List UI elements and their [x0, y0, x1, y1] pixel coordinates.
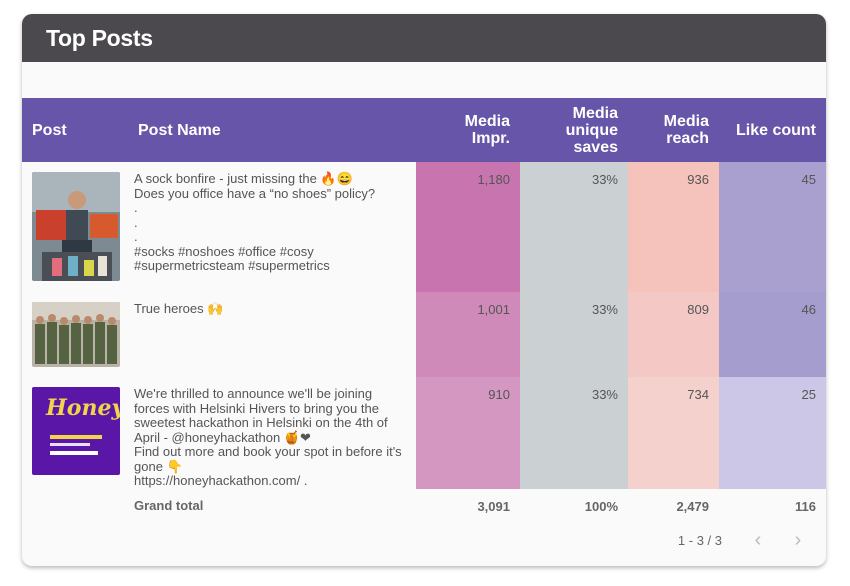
grand-total-label: Grand total — [134, 498, 204, 513]
total-like-count: 116 — [795, 499, 816, 514]
media-reach-cell: 734 — [628, 377, 719, 489]
media-unique-saves-cell: 33% — [520, 377, 628, 489]
post-thumbnail-cell: Honey — [22, 377, 128, 489]
chevron-right-icon[interactable]: › — [794, 528, 802, 551]
col-header-post-name[interactable]: Post Name — [138, 121, 221, 139]
pagination: 1 - 3 / 3 ‹ › — [678, 528, 812, 552]
post-thumbnail-cell — [22, 162, 128, 292]
total-media-impr: 3,091 — [477, 499, 510, 514]
post-name: We're thrilled to announce we'll be join… — [134, 386, 402, 488]
total-media-reach: 2,479 — [676, 499, 709, 514]
table-header-row: Post Post Name Media Impr. Media unique … — [22, 98, 826, 162]
media-unique-saves-cell: 33% — [520, 292, 628, 377]
media-impr-cell: 910 — [416, 377, 520, 489]
honey-hackathon-logo[interactable]: Honey — [32, 387, 120, 475]
media-reach-cell: 809 — [628, 292, 719, 377]
post-thumbnail-cell — [22, 292, 128, 377]
media-unique-saves-cell: 33% — [520, 162, 628, 292]
table-row[interactable]: True heroes 🙌 1,001 33% 809 46 — [22, 292, 826, 377]
like-count-cell: 46 — [719, 292, 826, 377]
media-impr-cell: 1,180 — [416, 162, 520, 292]
like-count-cell: 45 — [719, 162, 826, 292]
chevron-left-icon[interactable]: ‹ — [754, 528, 762, 551]
col-header-media-unique-saves[interactable]: Media unique saves — [565, 104, 618, 156]
top-posts-table: Post Post Name Media Impr. Media unique … — [22, 98, 826, 523]
media-impr-cell: 1,001 — [416, 292, 520, 377]
total-media-unique-saves: 100% — [584, 499, 618, 514]
office-people-photo[interactable] — [32, 172, 120, 281]
card-title: Top Posts — [22, 14, 826, 62]
like-count-cell: 25 — [719, 377, 826, 489]
media-reach-cell: 936 — [628, 162, 719, 292]
col-header-media-impr[interactable]: Media Impr. — [464, 113, 510, 147]
col-header-media-reach[interactable]: Media reach — [663, 113, 709, 147]
post-name: True heroes 🙌 — [134, 301, 224, 316]
col-header-post[interactable]: Post — [32, 121, 67, 139]
grand-total-row: Grand total 3,091 100% 2,479 116 — [22, 489, 826, 523]
top-posts-card: Top Posts Post Post Name Media Impr. Med… — [22, 14, 826, 566]
table-row[interactable]: Honey We're thrilled to announce we'll b… — [22, 377, 826, 489]
group-soldiers-photo[interactable] — [32, 302, 120, 367]
table-row[interactable]: A sock bonfire - just missing the 🔥😄 Doe… — [22, 162, 826, 292]
total-spacer — [22, 489, 128, 523]
post-name: A sock bonfire - just missing the 🔥😄 Doe… — [134, 171, 376, 273]
pagination-range: 1 - 3 / 3 — [677, 532, 722, 548]
col-header-like-count[interactable]: Like count — [735, 121, 816, 139]
